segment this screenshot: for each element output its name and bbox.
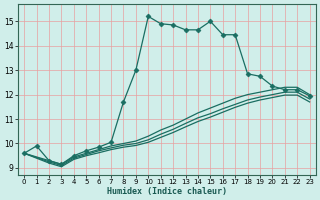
X-axis label: Humidex (Indice chaleur): Humidex (Indice chaleur) <box>107 187 227 196</box>
